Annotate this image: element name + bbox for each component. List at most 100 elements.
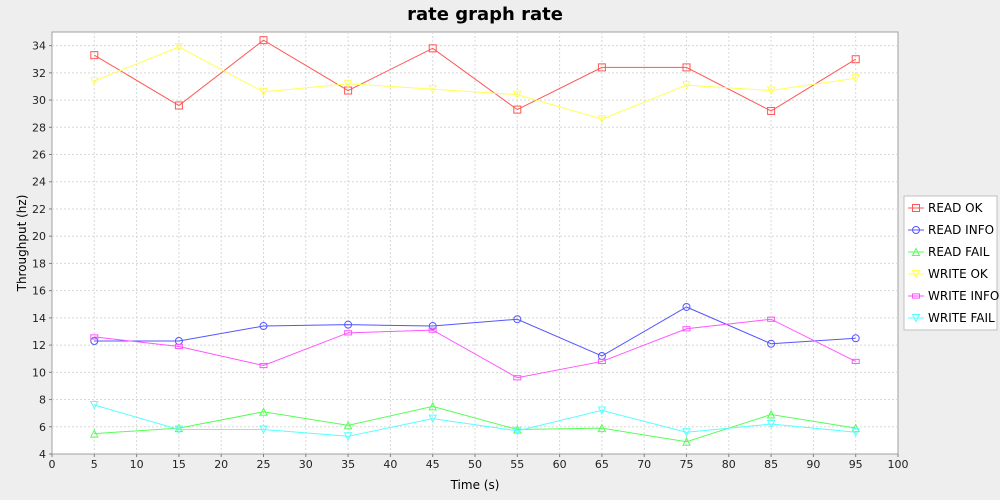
data-point — [343, 420, 353, 430]
data-point — [851, 428, 861, 437]
legend-entry-label: READ OK — [928, 201, 984, 215]
data-point — [90, 337, 99, 346]
data-point — [597, 423, 607, 433]
data-point — [174, 42, 184, 52]
legend-entry-label: READ FAIL — [928, 245, 990, 259]
x-tick-label: 95 — [849, 458, 863, 471]
legend-box — [903, 195, 998, 331]
data-point — [89, 77, 99, 86]
data-point — [851, 334, 860, 343]
data-point — [851, 55, 860, 64]
y-tick-label: 16 — [32, 285, 46, 298]
y-tick-label: 18 — [32, 257, 46, 270]
data-point — [428, 85, 438, 94]
x-tick-label: 25 — [257, 458, 271, 471]
y-tick-label: 20 — [32, 230, 46, 243]
legend-swatch-marker — [911, 270, 921, 279]
data-point — [89, 428, 99, 438]
data-point — [597, 406, 607, 416]
data-point — [90, 51, 99, 60]
y-tick-label: 4 — [39, 448, 46, 461]
x-tick-label: 85 — [764, 458, 778, 471]
y-tick-label: 32 — [32, 67, 46, 80]
data-point — [174, 425, 184, 435]
data-point — [597, 63, 606, 72]
data-point — [428, 401, 438, 411]
x-tick-label: 55 — [510, 458, 524, 471]
data-point — [259, 362, 268, 369]
y-tick-label: 34 — [32, 40, 46, 53]
legend-swatch-marker — [911, 247, 921, 256]
x-tick-label: 75 — [680, 458, 694, 471]
data-point — [344, 320, 353, 329]
data-point — [851, 423, 861, 433]
y-tick-label: 22 — [32, 203, 46, 216]
x-tick-label: 30 — [299, 458, 313, 471]
data-point — [512, 424, 522, 434]
x-tick-label: 10 — [130, 458, 144, 471]
data-point — [597, 358, 606, 365]
data-point — [512, 90, 522, 100]
x-tick-label: 40 — [383, 458, 397, 471]
x-axis-label: Time (s) — [450, 478, 500, 492]
legend-swatch-marker — [912, 204, 920, 212]
y-tick-label: 30 — [32, 94, 46, 107]
data-point — [428, 322, 437, 331]
x-tick-label: 60 — [553, 458, 567, 471]
grid — [52, 32, 898, 454]
data-point — [767, 316, 776, 322]
data-point — [767, 106, 776, 115]
plot-area — [51, 31, 899, 455]
data-point — [682, 81, 691, 90]
series-line — [94, 39, 856, 112]
y-tick-label: 12 — [32, 339, 46, 352]
data-point — [174, 343, 183, 350]
series-line — [94, 318, 856, 379]
legend: READ OK READ INFO READ FAIL WRITE OK WRITE I… — [903, 195, 999, 331]
legend-entry-label: WRITE FAIL — [928, 311, 995, 325]
data-point — [428, 44, 437, 53]
data-point — [767, 339, 776, 348]
legend-swatch-marker — [911, 314, 921, 323]
y-tick-label: 10 — [32, 366, 46, 379]
x-tick-label: 45 — [426, 458, 440, 471]
data-point — [851, 358, 860, 365]
data-point — [174, 101, 183, 110]
y-tick-label: 28 — [32, 121, 46, 134]
series-write-info — [90, 316, 860, 381]
data-point — [89, 400, 99, 410]
x-tick-label: 90 — [806, 458, 820, 471]
series-line — [94, 306, 856, 357]
legend-entry-label: WRITE INFO — [928, 289, 999, 303]
data-point — [682, 437, 691, 446]
data-point — [682, 428, 691, 437]
data-point — [682, 326, 691, 332]
data-point — [597, 115, 607, 124]
data-point — [851, 74, 861, 83]
data-point — [682, 63, 691, 72]
x-tick-label: 5 — [91, 458, 98, 471]
data-point — [343, 79, 353, 89]
x-tick-label: 65 — [595, 458, 609, 471]
series-line — [94, 46, 856, 120]
axes: 0 5 10 15 20 25 30 35 40 45 50 55 60 65 70 75 80 85 90 95 10… — [32, 40, 909, 471]
data-point — [259, 36, 268, 45]
data-point — [428, 414, 438, 424]
x-tick-label: 70 — [637, 458, 651, 471]
y-tick-label: 14 — [32, 312, 46, 325]
x-tick-label: 0 — [49, 458, 56, 471]
data-point — [512, 426, 522, 436]
y-axis-label: Throughput (hz) — [15, 195, 29, 293]
x-tick-label: 50 — [468, 458, 482, 471]
data-point — [428, 327, 437, 333]
data-point — [259, 87, 268, 97]
x-tick-label: 35 — [341, 458, 355, 471]
x-tick-label: 100 — [888, 458, 909, 471]
y-tick-label: 8 — [39, 394, 46, 407]
legend-swatch-marker — [912, 226, 920, 234]
chart-title: rate graph rate — [407, 4, 563, 25]
data-point — [513, 315, 522, 324]
data-point — [513, 105, 522, 114]
y-tick-label: 26 — [32, 149, 46, 162]
